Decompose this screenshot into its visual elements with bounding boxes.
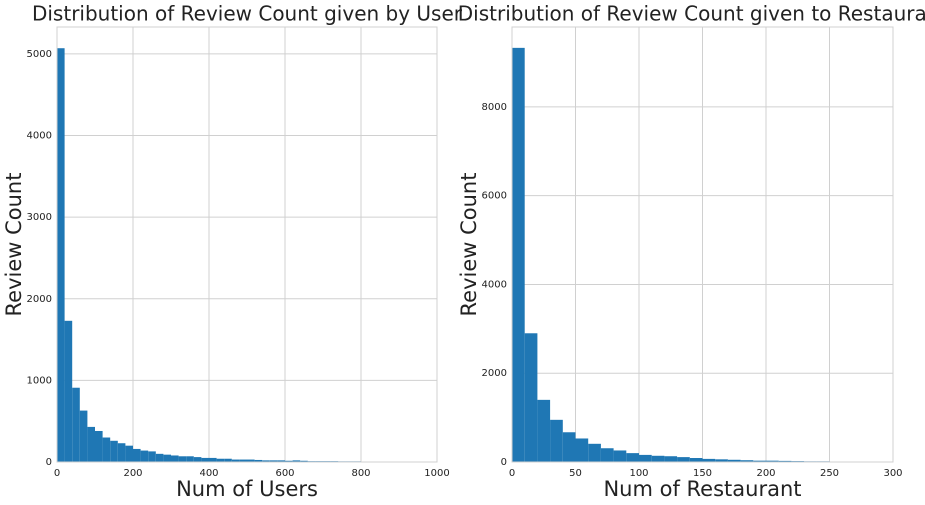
- y-tick-label: 2000: [482, 368, 507, 379]
- y-tick-label: 6000: [482, 191, 507, 202]
- bar: [209, 457, 217, 462]
- bar: [550, 419, 563, 462]
- bar: [740, 460, 754, 462]
- chart-title: Distribution of Review Count given by Us…: [32, 2, 463, 26]
- bar: [239, 459, 247, 462]
- bar: [613, 450, 627, 462]
- bar: [72, 387, 80, 462]
- bar: [171, 455, 179, 462]
- bar: [117, 443, 126, 462]
- bar: [677, 457, 690, 462]
- bar: [292, 460, 301, 462]
- bar: [178, 456, 187, 462]
- bar: [193, 457, 202, 462]
- bar: [186, 456, 194, 462]
- x-tick-label: 200: [123, 468, 142, 479]
- y-tick-label: 3000: [27, 212, 52, 223]
- y-tick-label: 2000: [27, 294, 52, 305]
- bar: [727, 459, 741, 462]
- bar: [57, 48, 65, 462]
- y-axis-label: Review Count: [457, 173, 481, 317]
- chart-title: Distribution of Review Count given to Re…: [458, 2, 925, 26]
- x-tick-label: 600: [275, 468, 294, 479]
- bar: [163, 454, 171, 462]
- bar: [247, 459, 255, 462]
- bar: [639, 454, 652, 462]
- bar: [766, 460, 779, 462]
- bar: [201, 457, 209, 462]
- bar: [102, 437, 111, 462]
- x-axis-label: Num of Restaurant: [603, 477, 801, 501]
- bar: [524, 333, 538, 462]
- bar: [778, 460, 792, 462]
- bar: [715, 459, 728, 462]
- bar: [269, 460, 278, 462]
- bar: [155, 453, 164, 462]
- bar: [702, 458, 716, 462]
- bar: [689, 458, 703, 462]
- bar: [254, 459, 263, 462]
- bar: [300, 460, 308, 462]
- bar: [600, 448, 614, 462]
- y-tick-label: 5000: [27, 49, 52, 60]
- bar: [285, 460, 293, 462]
- x-tick-label: 200: [756, 468, 775, 479]
- bar: [753, 460, 766, 462]
- x-tick-label: 800: [351, 468, 370, 479]
- x-tick-label: 100: [629, 468, 648, 479]
- bar: [140, 450, 149, 462]
- bar: [148, 451, 156, 462]
- plot-frame: [511, 26, 894, 463]
- x-tick-label: 250: [820, 468, 839, 479]
- bar: [664, 456, 678, 462]
- x-tick-label: 0: [509, 468, 515, 479]
- bar: [110, 440, 118, 462]
- bar: [277, 460, 285, 462]
- y-tick-label: 0: [46, 457, 52, 468]
- bar: [512, 47, 525, 462]
- bar: [79, 410, 88, 462]
- x-tick-label: 0: [54, 468, 60, 479]
- y-tick-label: 0: [501, 457, 507, 468]
- bar: [224, 458, 232, 462]
- bar: [537, 399, 551, 462]
- y-axis-label: Review Count: [2, 173, 26, 317]
- y-tick-label: 4000: [482, 279, 507, 290]
- y-tick-label: 1000: [27, 375, 52, 386]
- bar: [626, 453, 639, 462]
- x-tick-label: 50: [569, 468, 582, 479]
- bar: [87, 426, 95, 462]
- bar: [133, 448, 141, 462]
- bar: [262, 460, 270, 462]
- bar: [216, 458, 225, 462]
- bar: [95, 430, 103, 462]
- x-axis-label: Num of Users: [176, 477, 318, 501]
- x-tick-label: 300: [883, 468, 902, 479]
- bar: [64, 320, 73, 462]
- bar: [588, 443, 601, 462]
- bar: [651, 455, 665, 462]
- x-tick-label: 150: [693, 468, 712, 479]
- bar: [125, 445, 133, 462]
- bar: [575, 438, 589, 462]
- bar: [231, 459, 240, 462]
- y-tick-label: 4000: [27, 131, 52, 142]
- plot-frame: [56, 26, 438, 463]
- y-tick-label: 8000: [482, 102, 507, 113]
- x-tick-label: 1000: [424, 468, 449, 479]
- bar: [562, 432, 576, 462]
- x-tick-label: 400: [199, 468, 218, 479]
